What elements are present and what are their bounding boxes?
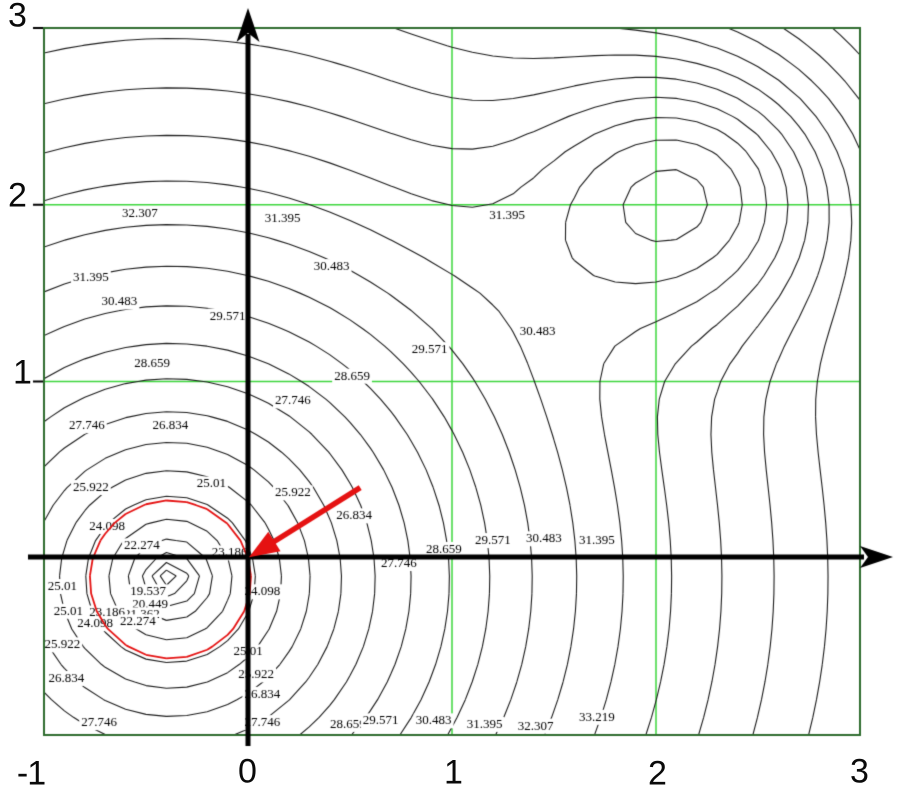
x-tick-label-neg1: -1 [16, 754, 46, 793]
x-tick-label-0: 0 [238, 752, 257, 791]
y-tick-label-3: 3 [8, 0, 27, 35]
x-tick-label-2: 2 [648, 754, 667, 793]
x-tick-label-1: 1 [444, 753, 463, 792]
y-tick-label-2: 2 [8, 176, 27, 215]
x-tick-label-3: 3 [850, 752, 869, 791]
y-tick-label-1: 1 [13, 353, 32, 392]
